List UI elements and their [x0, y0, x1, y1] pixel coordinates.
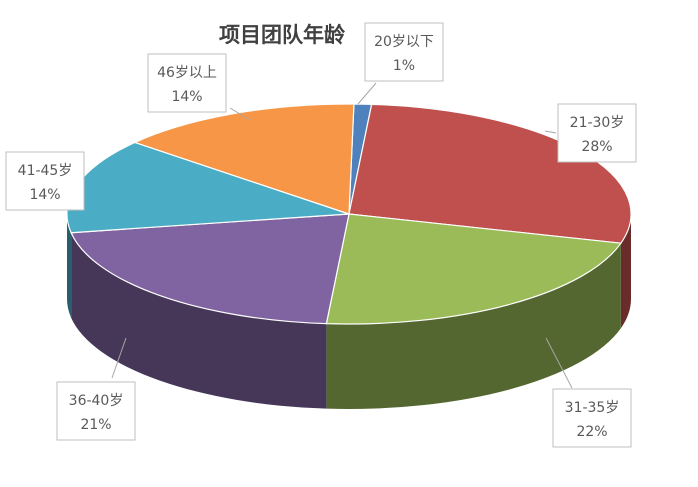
data-label-box-1 [557, 103, 637, 163]
pie-slice-5 [133, 103, 355, 215]
value-label-4: 14% [29, 187, 60, 203]
pie-slice-2 [325, 213, 622, 325]
leader-line-0 [357, 82, 377, 105]
value-label-0: 1% [393, 58, 415, 74]
data-label-box-2 [552, 388, 632, 448]
category-label-0: 20岁以下 [374, 34, 434, 50]
pie-slice-3 [70, 213, 350, 325]
data-label-box-3 [56, 381, 136, 441]
category-label-5: 46岁以上 [157, 65, 217, 81]
data-label-box-4 [5, 151, 85, 211]
leader-line-3 [111, 337, 127, 379]
data-label-box-5 [147, 53, 227, 113]
value-label-3: 21% [80, 417, 111, 433]
leader-line-1 [544, 130, 557, 134]
pie-side-2 [326, 243, 621, 410]
pie-side-1 [620, 214, 631, 329]
leader-line-2 [545, 337, 573, 389]
category-label-2: 31-35岁 [565, 400, 620, 416]
category-label-4: 41-45岁 [18, 163, 73, 179]
value-label-1: 28% [581, 139, 612, 155]
pie-side-3 [71, 232, 327, 409]
value-label-2: 22% [576, 424, 607, 440]
pie-layer [66, 103, 632, 410]
chart-title: 项目团队年龄 [219, 23, 346, 47]
leader-line-5 [229, 107, 251, 121]
category-label-1: 21-30岁 [570, 115, 625, 131]
pie-side-4 [67, 214, 72, 318]
value-label-5: 14% [171, 89, 202, 105]
category-label-3: 36-40岁 [69, 393, 124, 409]
data-label-box-0 [364, 22, 444, 82]
label-layer: 20岁以下 1% 21-30岁 28% 31-35岁 22% 36-40岁 21% 41-45岁… [5, 22, 637, 448]
